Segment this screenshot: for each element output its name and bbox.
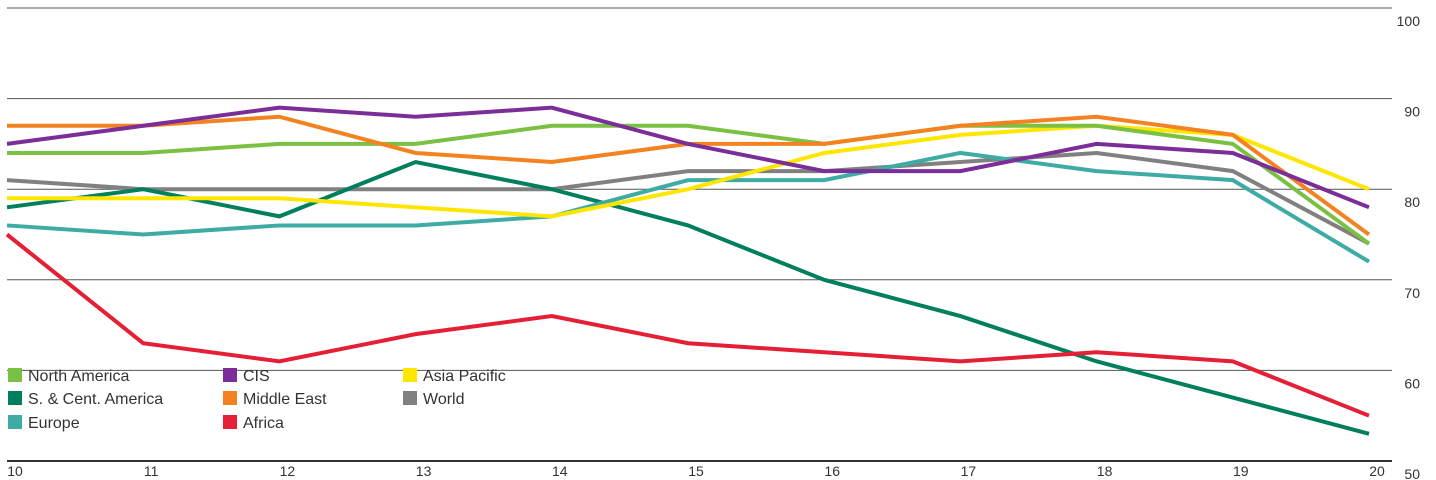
series-line <box>7 123 1370 219</box>
legend: North America S. & Cent. America Europe CIS… <box>8 368 506 432</box>
x-tick-label: 10 <box>7 463 23 479</box>
series-line <box>6 150 1370 246</box>
x-tick-label: 11 <box>144 463 159 479</box>
legend-label: Europe <box>28 415 80 432</box>
series-line <box>6 150 1371 264</box>
legend-swatch <box>8 368 22 382</box>
y-axis-tick-labels: 50 60 70 80 90 100 <box>1397 13 1421 480</box>
y-tick-label: 90 <box>1404 104 1420 120</box>
legend-label: CIS <box>243 368 270 385</box>
legend-swatch <box>223 415 237 429</box>
legend-swatch <box>223 368 237 382</box>
gridlines <box>7 7 1392 462</box>
y-tick-label: 70 <box>1404 285 1420 301</box>
legend-swatch <box>403 368 417 382</box>
x-tick-label: 13 <box>416 463 432 479</box>
legend-swatch <box>403 391 417 405</box>
x-tick-label: 18 <box>1097 463 1113 479</box>
x-tick-label: 16 <box>824 463 840 479</box>
y-tick-label: 80 <box>1404 194 1420 210</box>
legend-swatch <box>223 391 237 405</box>
y-tick-label: 60 <box>1404 375 1420 391</box>
series-line <box>6 105 1370 210</box>
series-line <box>5 232 1370 418</box>
x-tick-label: 15 <box>688 463 704 479</box>
x-tick-label: 20 <box>1369 463 1385 479</box>
legend-label: Africa <box>243 415 284 432</box>
legend-label: Middle East <box>243 391 327 408</box>
legend-label: World <box>423 391 465 408</box>
legend-swatch <box>8 415 22 429</box>
y-tick-label: 50 <box>1404 466 1420 480</box>
x-axis-tick-labels: 10 11 12 13 14 15 16 17 18 19 20 <box>7 463 1385 479</box>
series-line <box>6 159 1370 436</box>
legend-label: S. & Cent. America <box>28 391 163 408</box>
series-lines <box>5 105 1371 436</box>
legend-label: Asia Pacific <box>423 368 506 385</box>
x-tick-label: 17 <box>961 463 977 479</box>
x-tick-label: 12 <box>280 463 296 479</box>
legend-swatch <box>8 391 22 405</box>
series-line <box>7 123 1371 246</box>
x-tick-label: 14 <box>552 463 568 479</box>
legend-label: North America <box>28 368 129 385</box>
x-tick-label: 19 <box>1233 463 1249 479</box>
y-tick-label: 100 <box>1397 13 1421 29</box>
